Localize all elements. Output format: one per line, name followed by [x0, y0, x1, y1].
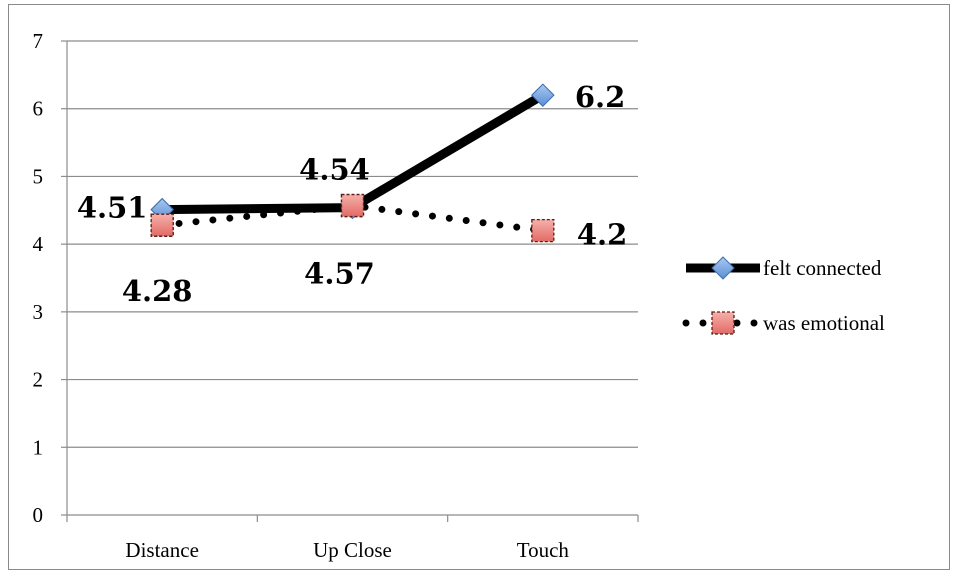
gridlines: [67, 40, 638, 448]
data-point: [531, 83, 555, 107]
data-labels: 4.51 4.54 6.2 4.28 4.57 4.2: [77, 80, 627, 308]
chart-frame: [8, 4, 950, 570]
data-label: 6.2: [575, 80, 625, 114]
y-tick-label: 7: [33, 29, 44, 53]
x-tick-label: Up Close: [313, 538, 392, 562]
y-tick-label: 0: [33, 503, 44, 527]
data-label: 4.54: [299, 153, 370, 187]
y-tick-label: 2: [33, 368, 44, 392]
y-tick-label: 1: [33, 435, 44, 459]
data-label: 4.28: [122, 274, 193, 308]
x-tick-label: Touch: [517, 538, 570, 562]
legend-marker: [711, 311, 735, 335]
y-tick-label: 6: [33, 97, 44, 121]
data-point: [340, 193, 365, 218]
data-label: 4.57: [304, 257, 375, 291]
y-tick-label: 3: [33, 300, 44, 324]
legend-marker: [711, 256, 735, 280]
data-label: 4.51: [77, 191, 148, 225]
y-tick-label: 4: [33, 232, 44, 256]
x-tick-label: Distance: [125, 538, 198, 562]
legend-label: felt connected: [763, 256, 882, 280]
legend: felt connected was emotional: [682, 256, 885, 335]
plot-area: [150, 83, 555, 243]
data-point: [150, 213, 174, 237]
y-tick-label: 5: [33, 164, 44, 188]
data-point: [531, 218, 555, 243]
axes: 0 1 2 3 4 5 6 7 Distance Up Close Touch: [33, 29, 639, 562]
legend-label: was emotional: [763, 311, 885, 335]
data-label: 4.2: [577, 218, 627, 252]
